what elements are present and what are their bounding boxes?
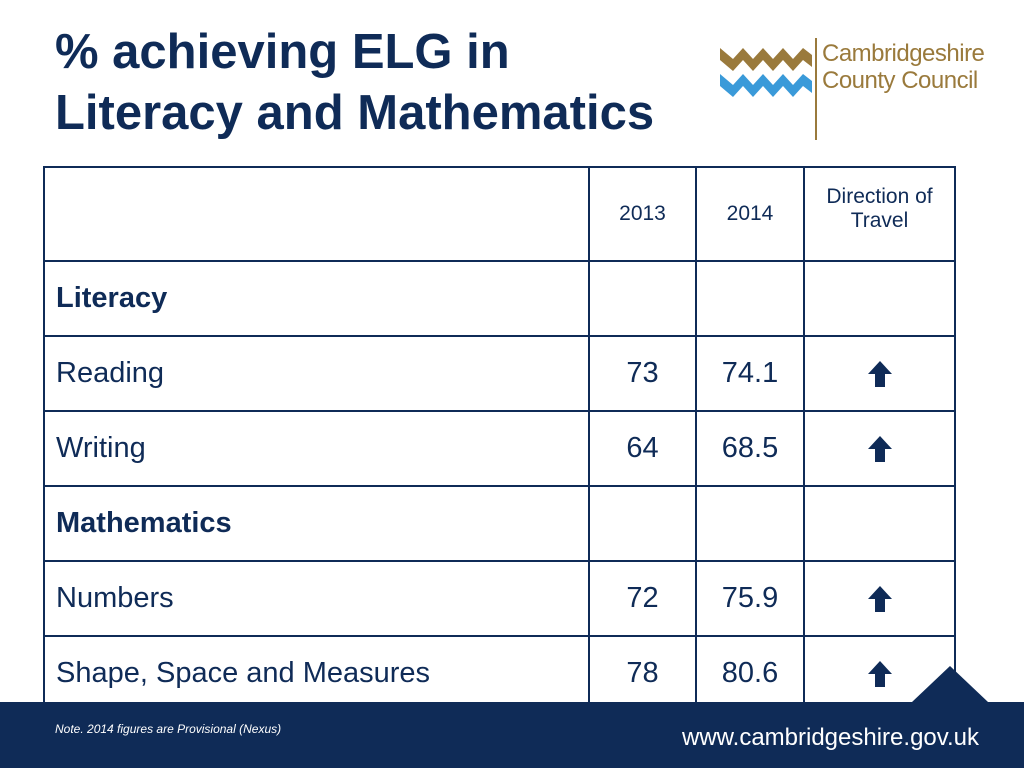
elg-results-table: 2013 2014 Direction of Travel Literacy R… [43, 166, 956, 712]
table-row: Shape, Space and Measures 78 80.6 [43, 635, 956, 712]
council-logo-waves-icon [720, 48, 812, 97]
direction-cell [803, 560, 956, 637]
council-name: Cambridgeshire County Council [822, 40, 985, 94]
value-2013: 64 [588, 410, 697, 487]
empty-cell [588, 485, 697, 562]
row-label: Numbers [43, 560, 590, 637]
row-label: Reading [43, 335, 590, 412]
value-2014: 80.6 [695, 635, 805, 712]
up-arrow-icon [867, 435, 892, 462]
direction-cell [803, 410, 956, 487]
table-header-row: 2013 2014 Direction of Travel [43, 166, 956, 262]
header-direction-of-travel: Direction of Travel [803, 166, 956, 262]
header-year-2014: 2014 [695, 166, 805, 262]
up-arrow-icon [867, 585, 892, 612]
logo-divider [815, 38, 817, 140]
page-title: % achieving ELG in Literacy and Mathemat… [55, 22, 715, 144]
title-line-2: Literacy and Mathematics [55, 86, 655, 140]
up-arrow-icon [867, 660, 892, 687]
table-row: Numbers 72 75.9 [43, 560, 956, 637]
value-2014: 68.5 [695, 410, 805, 487]
council-name-line-2: County Council [822, 67, 978, 94]
section-row-mathematics: Mathematics [43, 485, 956, 562]
direction-cell [803, 335, 956, 412]
empty-cell [803, 260, 956, 337]
empty-cell [588, 260, 697, 337]
website-url[interactable]: www.cambridgeshire.gov.uk [681, 724, 979, 751]
section-label: Literacy [43, 260, 590, 337]
header-label-cell [43, 166, 590, 262]
value-2013: 73 [588, 335, 697, 412]
value-2013: 72 [588, 560, 697, 637]
council-logo: Cambridgeshire County Council [720, 38, 990, 142]
table-row: Writing 64 68.5 [43, 410, 956, 487]
value-2013: 78 [588, 635, 697, 712]
value-2014: 74.1 [695, 335, 805, 412]
row-label: Shape, Space and Measures [43, 635, 590, 712]
section-label: Mathematics [43, 485, 590, 562]
table-row: Reading 73 74.1 [43, 335, 956, 412]
section-row-literacy: Literacy [43, 260, 956, 337]
up-arrow-icon [867, 360, 892, 387]
header-direction-line-2: Travel [850, 209, 909, 232]
council-name-line-1: Cambridgeshire [822, 40, 985, 67]
empty-cell [803, 485, 956, 562]
provisional-note: Note. 2014 figures are Provisional (Nexu… [55, 722, 282, 736]
value-2014: 75.9 [695, 560, 805, 637]
footer-bar [0, 702, 1024, 768]
title-line-1: % achieving ELG in [55, 25, 510, 79]
header-year-2013: 2013 [588, 166, 697, 262]
header-direction-line-1: Direction of [826, 185, 933, 208]
empty-cell [695, 485, 805, 562]
row-label: Writing [43, 410, 590, 487]
empty-cell [695, 260, 805, 337]
footer-tab-decoration [912, 666, 988, 702]
